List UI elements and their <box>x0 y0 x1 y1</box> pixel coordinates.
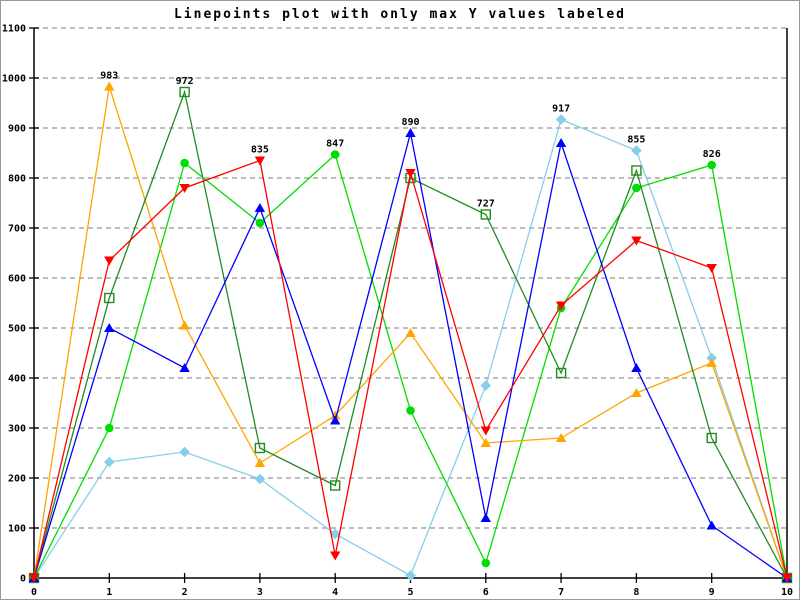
marker-circle <box>180 158 189 168</box>
marker-circle <box>481 558 491 568</box>
marker-triangle-up <box>405 128 416 137</box>
marker-triangle-up <box>179 320 190 330</box>
y-tick-label: 0 <box>20 574 26 585</box>
marker-diamond <box>631 145 642 156</box>
marker-triangle-up <box>254 458 266 467</box>
marker-square-open <box>330 480 341 491</box>
x-tick-label: 0 <box>31 587 37 598</box>
y-tick-label: 800 <box>8 174 26 185</box>
marker-triangle-down <box>330 551 341 561</box>
x-tick-label: 7 <box>558 587 564 598</box>
marker-circle <box>255 218 265 228</box>
y-tick-label: 500 <box>8 324 26 335</box>
marker-square-open <box>631 165 642 176</box>
max-value-label: 835 <box>251 145 269 156</box>
y-tick-label: 1000 <box>2 74 26 85</box>
series-red-line <box>33 159 788 579</box>
marker-triangle-up <box>179 363 190 372</box>
marker-triangle-down <box>179 184 190 193</box>
marker-diamond <box>329 528 341 540</box>
marker-triangle-up <box>104 81 115 91</box>
max-value-label: 855 <box>627 135 645 146</box>
marker-triangle-down <box>254 156 266 166</box>
series-green-line <box>33 153 788 579</box>
x-tick-label: 3 <box>257 587 263 598</box>
marker-triangle-up <box>480 513 491 522</box>
y-tick-label: 700 <box>8 224 26 235</box>
marker-diamond <box>179 446 190 458</box>
marker-circle <box>330 150 340 159</box>
x-tick-label: 4 <box>332 587 338 598</box>
marker-triangle-down <box>781 574 793 583</box>
marker-square-open <box>706 432 717 444</box>
marker-triangle-down <box>631 236 642 246</box>
marker-circle <box>105 423 114 433</box>
chart-title: Linepoints plot with only max Y values l… <box>173 7 627 22</box>
marker-triangle-up <box>555 138 567 147</box>
y-tick-label: 1100 <box>2 24 26 35</box>
y-tick-label: 100 <box>8 524 26 535</box>
x-tick-label: 9 <box>709 587 715 598</box>
marker-triangle-down <box>104 256 115 266</box>
y-tick-label: 200 <box>8 474 26 485</box>
y-tick-label: 400 <box>8 374 26 385</box>
marker-triangle-down <box>405 169 416 178</box>
marker-square-open <box>555 367 567 379</box>
marker-square-open <box>480 209 491 220</box>
marker-triangle-up <box>555 433 567 442</box>
x-tick-label: 1 <box>106 587 112 598</box>
marker-triangle-up <box>480 438 491 447</box>
max-value-label: 890 <box>401 117 419 128</box>
marker-circle <box>406 406 415 415</box>
marker-triangle-down <box>706 264 717 273</box>
x-tick-label: 2 <box>182 587 188 598</box>
marker-triangle-up <box>330 410 341 420</box>
series-blue-line <box>33 132 788 579</box>
x-tick-label: 6 <box>483 587 489 598</box>
x-tick-label: 5 <box>407 587 413 598</box>
max-value-label: 972 <box>176 76 194 87</box>
max-value-label: 727 <box>477 199 495 210</box>
marker-diamond <box>555 114 567 125</box>
marker-circle <box>707 160 716 170</box>
marker-triangle-up <box>254 203 266 212</box>
marker-triangle-down <box>28 574 40 583</box>
max-value-label: 983 <box>100 71 118 82</box>
y-tick-label: 900 <box>8 124 26 135</box>
marker-triangle-up <box>706 358 717 367</box>
marker-diamond <box>104 456 115 468</box>
y-tick-label: 600 <box>8 274 26 285</box>
y-tick-label: 300 <box>8 424 26 435</box>
marker-square-open <box>104 292 115 304</box>
marker-triangle-up <box>631 363 642 372</box>
x-tick-label: 8 <box>633 587 639 598</box>
marker-triangle-up <box>405 328 416 337</box>
max-value-label: 847 <box>326 139 344 150</box>
x-tick-label: 10 <box>781 587 793 598</box>
max-value-label: 826 <box>703 149 721 160</box>
marker-triangle-up <box>706 520 717 530</box>
marker-triangle-up <box>330 415 341 425</box>
max-value-label: 917 <box>552 104 570 115</box>
marker-circle <box>632 183 641 193</box>
marker-diamond <box>254 473 266 485</box>
marker-square-open <box>254 442 266 454</box>
marker-triangle-down <box>555 301 567 311</box>
marker-square-open <box>179 86 190 98</box>
marker-diamond <box>405 570 416 581</box>
series-light-blue-line <box>33 118 788 579</box>
marker-triangle-down <box>480 426 491 436</box>
marker-diamond <box>480 380 492 391</box>
marker-triangle-up <box>104 323 115 332</box>
marker-triangle-up <box>631 388 642 397</box>
